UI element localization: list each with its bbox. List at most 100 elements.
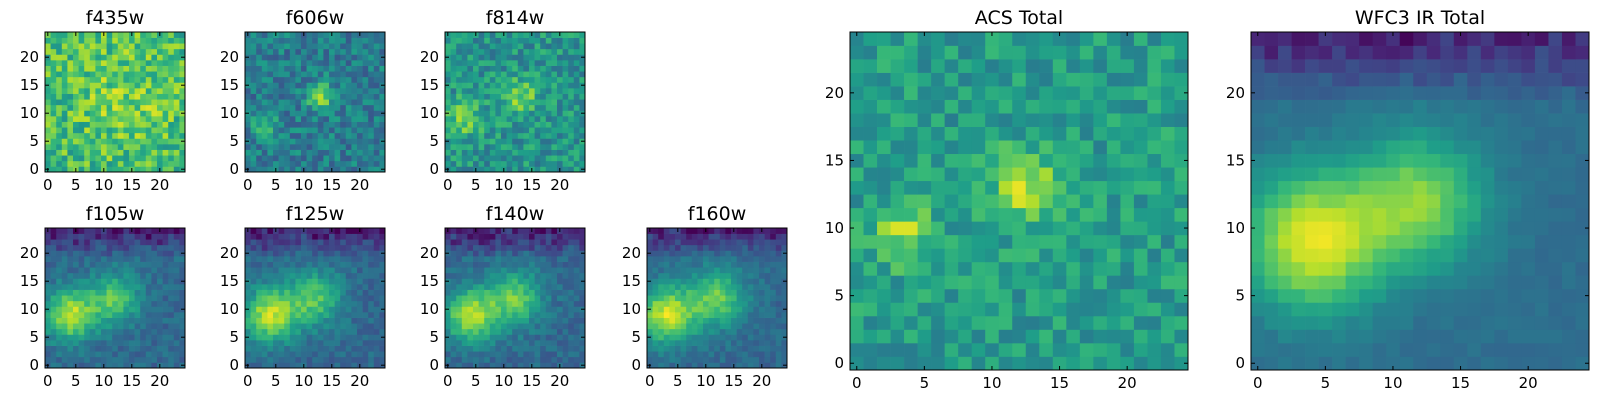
pixel-cell: [675, 340, 681, 346]
pixel-cell: [557, 239, 563, 246]
pixel-cell: [312, 88, 319, 94]
pixel-cell: [495, 250, 502, 257]
pixel-cell: [301, 340, 307, 346]
pixel-cell: [373, 144, 380, 150]
pixel-cell: [456, 278, 463, 285]
pixel-cell: [278, 54, 285, 61]
pixel-cell: [323, 116, 330, 122]
pixel-cell: [686, 306, 693, 313]
pixel-cell: [1106, 329, 1121, 344]
pixel-cell: [278, 93, 285, 100]
pixel-cell: [478, 323, 485, 330]
pixel-cell: [540, 340, 547, 346]
pixel-cell: [101, 155, 107, 162]
pixel-cell: [579, 340, 586, 346]
pixel-cell: [306, 323, 313, 330]
pixel-cell: [523, 345, 530, 352]
pixel-cell: [123, 317, 130, 324]
pixel-cell: [863, 194, 878, 209]
pixel-cell: [545, 244, 552, 251]
pixel-cell: [489, 261, 496, 268]
pixel-cell: [863, 207, 878, 222]
pixel-cell: [89, 116, 96, 122]
pixel-cell: [445, 340, 451, 346]
pixel-cell: [179, 132, 186, 139]
pixel-cell: [461, 312, 468, 318]
pixel-cell: [73, 116, 79, 122]
pixel-cell: [703, 323, 709, 330]
pixel-cell: [140, 43, 147, 50]
pixel-cell: [106, 239, 113, 246]
pixel-cell: [551, 317, 558, 324]
pixel-cell: [261, 60, 268, 66]
pixel-cell: [84, 110, 91, 117]
pixel-cell: [551, 278, 558, 285]
pixel-cell: [545, 110, 552, 117]
pixel-cell: [250, 166, 257, 173]
pixel-cell: [179, 149, 186, 156]
pixel-cell: [151, 345, 158, 352]
pixel-cell: [1025, 153, 1040, 168]
pixel-cell: [759, 306, 765, 313]
pixel-cell: [45, 300, 51, 307]
pixel-cell: [145, 160, 152, 167]
pixel-cell: [568, 351, 575, 358]
pixel-cell: [484, 76, 491, 83]
pixel-cell: [540, 99, 547, 106]
pixel-cell: [351, 250, 358, 257]
pixel-cell: [157, 110, 163, 117]
pixel-cell: [140, 138, 147, 145]
pixel-cell: [278, 121, 285, 128]
pixel-cell: [489, 312, 496, 318]
pixel-cell: [691, 328, 698, 335]
pixel-cell: [306, 65, 313, 72]
pixel-cell: [173, 48, 180, 55]
pixel-cell: [134, 121, 141, 128]
pixel-cell: [489, 149, 496, 156]
pixel-cell: [61, 65, 68, 72]
pixel-cell: [708, 300, 715, 307]
pixel-cell: [781, 356, 788, 363]
pixel-cell: [351, 127, 358, 134]
pixel-cell: [151, 132, 158, 139]
pixel-cell: [245, 300, 251, 307]
pixel-cell: [1160, 194, 1175, 209]
pixel-cell: [495, 345, 502, 352]
pixel-cell: [517, 306, 524, 313]
pixel-cell: [478, 71, 485, 78]
pixel-cell: [495, 278, 502, 285]
pixel-cell: [529, 71, 535, 78]
pixel-cell: [78, 233, 85, 240]
pixel-cell: [534, 317, 541, 324]
pixel-cell: [484, 328, 491, 335]
pixel-cell: [557, 65, 563, 72]
pixel-cell: [95, 121, 102, 128]
pixel-cell: [506, 155, 513, 162]
pixel-cell: [157, 121, 163, 128]
pixel-cell: [179, 256, 186, 262]
pixel-cell: [329, 278, 335, 285]
pixel-cell: [467, 272, 474, 279]
pixel-cell: [534, 351, 541, 358]
pixel-cell: [652, 340, 659, 346]
pixel-cell: [691, 261, 698, 268]
pixel-cell: [731, 323, 737, 330]
pixel-cell: [669, 284, 676, 290]
pixel-cell: [686, 289, 693, 296]
pixel-cell: [753, 351, 760, 358]
pixel-cell: [708, 312, 715, 318]
pixel-cell: [317, 138, 324, 145]
pixel-cell: [267, 267, 274, 274]
pixel-cell: [534, 121, 541, 128]
pixel-cell: [703, 340, 709, 346]
pixel-cell: [573, 166, 580, 173]
pixel-cell: [725, 289, 732, 296]
pixel-cell: [157, 149, 163, 156]
pixel-cell: [78, 132, 85, 139]
pixel-cell: [73, 149, 79, 156]
pixel-cell: [273, 351, 279, 358]
pixel-cell: [357, 267, 363, 274]
pixel-cell: [890, 248, 905, 263]
pixel-cell: [278, 166, 285, 173]
pixel-cell: [45, 88, 51, 94]
